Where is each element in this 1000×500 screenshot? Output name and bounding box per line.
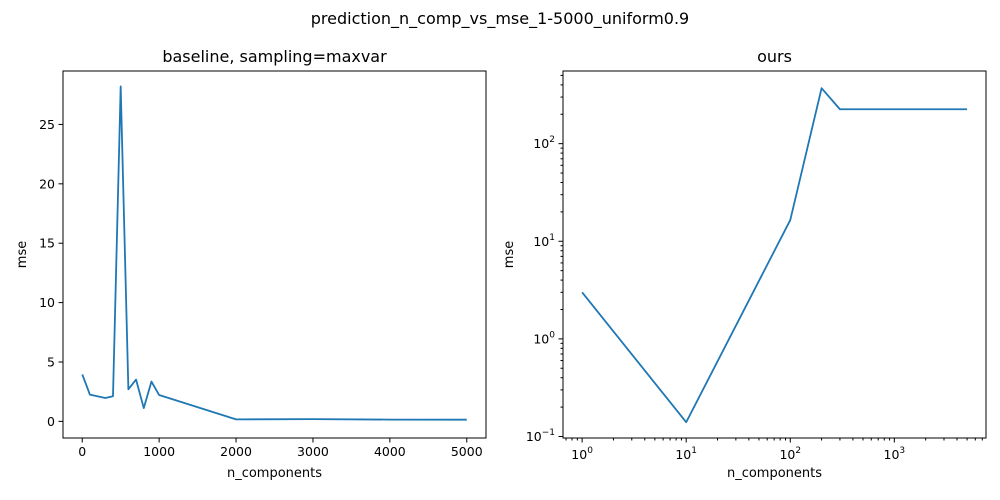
subplot-1: baseline, sampling=maxvar 0 1000 2000 3000 40… xyxy=(15,47,487,481)
y-tick-label: 102 xyxy=(533,135,555,151)
y-tick-label: 10−1 xyxy=(526,428,555,444)
y-tick-label: 15 xyxy=(39,236,55,251)
y-axis-label: mse xyxy=(502,241,517,268)
x-tick-label: 4000 xyxy=(374,444,406,459)
y-tick-label: 100 xyxy=(533,330,555,346)
x-tick-label: 5000 xyxy=(451,444,483,459)
x-tick-label: 100 xyxy=(571,446,593,462)
x-axis-label: n_components xyxy=(227,466,322,481)
y-tick-label: 20 xyxy=(39,176,55,191)
x-tick-label: 102 xyxy=(779,446,801,462)
subplot-title: baseline, sampling=maxvar xyxy=(162,47,387,66)
axes-frame xyxy=(562,70,987,439)
y-tick-label: 0 xyxy=(47,414,55,429)
series-line xyxy=(581,87,968,424)
axes-frame xyxy=(62,70,487,439)
y-tick-label: 5 xyxy=(47,354,55,369)
x-tick-label: 2000 xyxy=(220,444,252,459)
y-tick-label: 25 xyxy=(39,117,55,132)
y-tick-label: 10 xyxy=(39,295,55,310)
x-tick-label: 3000 xyxy=(297,444,329,459)
subplot-2: ours 100 101 102 103 10−1 100 101 102 n_component… xyxy=(502,47,987,481)
x-tick-label: 101 xyxy=(675,446,697,462)
x-tick-label: 1000 xyxy=(143,444,175,459)
y-axis-label: mse xyxy=(15,241,30,268)
x-tick-label: 0 xyxy=(78,444,86,459)
y-tick-label: 101 xyxy=(533,233,555,249)
x-axis-label: n_components xyxy=(727,466,822,481)
series-line xyxy=(81,85,467,421)
x-tick-label: 103 xyxy=(884,446,906,462)
subplot-title: ours xyxy=(757,47,792,66)
figure-suptitle: prediction_n_comp_vs_mse_1-5000_uniform0… xyxy=(311,9,689,29)
